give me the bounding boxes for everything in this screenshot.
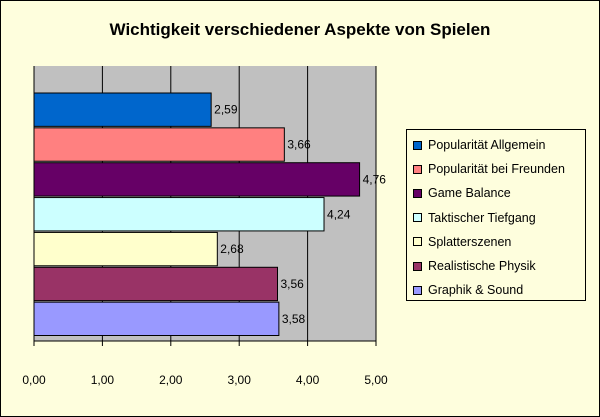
bar [33, 162, 361, 197]
legend-item: Popularität Allgemein [407, 133, 585, 157]
data-label: 4,76 [363, 172, 387, 186]
legend-item: Taktischer Tiefgang [407, 206, 585, 230]
x-tick-label: 1,00 [91, 373, 115, 387]
x-tick-label: 2,00 [159, 373, 183, 387]
legend: Popularität Allgemein Popularität bei Fre… [406, 129, 586, 301]
legend-label: Realistische Physik [428, 259, 536, 274]
legend-swatch [413, 188, 422, 198]
data-label: 3,66 [287, 138, 311, 152]
legend-swatch [413, 140, 422, 150]
bar [33, 301, 280, 336]
bar [33, 266, 279, 302]
x-tick-label: 5,00 [364, 373, 388, 387]
axes [33, 66, 376, 342]
legend-item: Splatterszenen [407, 230, 585, 254]
legend-swatch [413, 237, 422, 247]
legend-swatch [413, 285, 422, 295]
bar [33, 231, 218, 267]
chart-title: Wichtigkeit verschiedener Aspekte von Sp… [109, 20, 491, 39]
legend-swatch [413, 213, 422, 223]
data-labels: 2,59 3,66 4,76 4,24 2,68 3,56 3,58 [214, 103, 386, 326]
data-label: 3,58 [282, 312, 306, 326]
bar [33, 127, 285, 162]
legend-label: Game Balance [428, 186, 511, 201]
legend-label: Popularität Allgemein [428, 138, 546, 153]
data-label: 3,56 [281, 277, 305, 291]
legend-label: Popularität bei Freunden [428, 162, 565, 177]
legend-item: Popularität bei Freunden [407, 157, 585, 181]
x-tick-label: 4,00 [296, 373, 320, 387]
legend-label: Graphik & Sound [428, 283, 524, 298]
data-label: 2,59 [214, 103, 238, 117]
legend-swatch [413, 164, 422, 174]
x-tick-label: 3,00 [228, 373, 252, 387]
x-tick-label: 0,00 [22, 373, 46, 387]
x-axis-ticks: 0,00 1,00 2,00 3,00 4,00 5,00 [22, 341, 388, 387]
data-label: 4,24 [327, 207, 351, 221]
legend-label: Splatterszenen [428, 234, 512, 249]
legend-item: Graphik & Sound [407, 278, 585, 302]
data-label: 2,68 [220, 242, 244, 256]
bar [33, 92, 212, 127]
legend-swatch [413, 261, 422, 271]
legend-item: Realistische Physik [407, 254, 585, 278]
bar [33, 197, 325, 232]
legend-item: Game Balance [407, 181, 585, 205]
legend-label: Taktischer Tiefgang [428, 210, 536, 225]
